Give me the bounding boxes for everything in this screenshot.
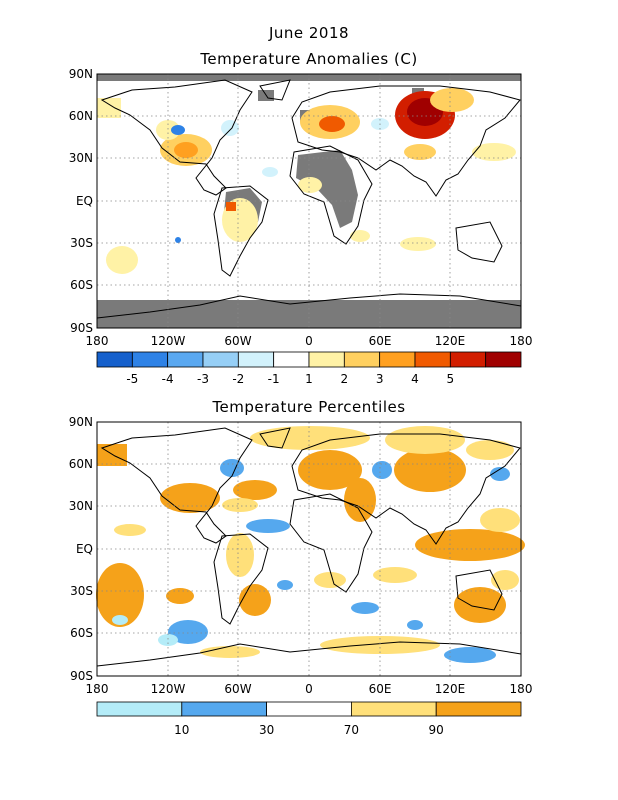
percentile-map-border	[96, 421, 522, 677]
colorbar-label: 2	[341, 372, 349, 386]
lat-tick-label: 60N	[69, 109, 93, 123]
anomaly-map-border	[96, 73, 522, 329]
colorbar-swatch	[202, 351, 239, 368]
lon-tick-label: 0	[305, 334, 313, 348]
anomaly-coastlines	[96, 79, 522, 319]
colorbar-label: 30	[259, 723, 274, 737]
colorbar-swatch	[414, 351, 451, 368]
colorbar-label: 4	[411, 372, 419, 386]
colorbar-label: -3	[197, 372, 209, 386]
lat-tick-label: 90N	[69, 415, 93, 429]
lon-tick-label: 180	[510, 334, 533, 348]
lat-tick-label: 60N	[69, 457, 93, 471]
lon-tick-label: 180	[86, 682, 109, 696]
lat-tick-label: EQ	[76, 194, 93, 208]
colorbar-label: 90	[429, 723, 444, 737]
percentile-coastlines	[96, 427, 522, 667]
percentile-warm-areas	[96, 426, 525, 658]
colorbar-swatch	[350, 701, 437, 717]
lat-tick-label: 90S	[70, 669, 93, 683]
percentile-cool-areas	[112, 459, 510, 663]
colorbar-swatch	[343, 351, 381, 368]
lon-tick-label: 120W	[151, 334, 186, 348]
lon-tick-label: 180	[510, 682, 533, 696]
percentile-lon-axis: 180 120W 60W 0 60E 120E 180	[86, 682, 533, 696]
colorbar-swatch	[266, 701, 352, 717]
colorbar-swatch	[379, 351, 416, 368]
lon-tick-label: 120E	[435, 682, 466, 696]
colorbar-label: 5	[447, 372, 455, 386]
lon-tick-label: 180	[86, 334, 109, 348]
colorbar-label: 10	[174, 723, 189, 737]
lat-tick-label: 30S	[70, 236, 93, 250]
colorbar-swatch	[435, 701, 522, 717]
colorbar-swatch	[273, 351, 310, 368]
percentile-lat-axis: 90N 60N 30N EQ 30S 60S 90S	[69, 415, 93, 683]
colorbar-label: -5	[126, 372, 138, 386]
lon-tick-label: 0	[305, 682, 313, 696]
anomaly-map-title: Temperature Anomalies (C)	[199, 50, 417, 68]
colorbar-label: -4	[162, 372, 174, 386]
lat-tick-label: 60S	[70, 626, 93, 640]
colorbar-swatch	[96, 351, 133, 368]
anomaly-map: 90N 60N 30N EQ 30S 60S 90S 180 120W 60W …	[69, 67, 533, 348]
colorbar-swatch	[96, 701, 183, 717]
colorbar-label: -1	[268, 372, 280, 386]
percentile-gridlines	[97, 422, 521, 676]
colorbar-swatch	[308, 351, 345, 368]
colorbar-swatch	[237, 351, 275, 368]
lat-tick-label: 30N	[69, 499, 93, 513]
lat-tick-label: 60S	[70, 278, 93, 292]
anomaly-warm-areas	[97, 88, 516, 274]
lat-tick-label: 90S	[70, 321, 93, 335]
lat-tick-label: 30S	[70, 584, 93, 598]
lon-tick-label: 120W	[151, 682, 186, 696]
colorbar-label: 3	[376, 372, 384, 386]
lat-tick-label: 30N	[69, 151, 93, 165]
lat-tick-label: 90N	[69, 67, 93, 81]
anomaly-gridlines	[97, 74, 521, 328]
lon-tick-label: 60W	[224, 682, 251, 696]
colorbar-label: 70	[344, 723, 359, 737]
colorbar-swatch	[167, 351, 204, 368]
percentile-map: 90N 60N 30N EQ 30S 60S 90S 180 120W 60W …	[69, 415, 533, 696]
colorbar-label: -2	[232, 372, 244, 386]
anomaly-lat-axis: 90N 60N 30N EQ 30S 60S 90S	[69, 67, 93, 335]
colorbar-swatch	[131, 351, 169, 368]
anomaly-colorbar: -5 -4 -3 -2 -1 1 2 3 4 5	[96, 351, 522, 386]
lon-tick-label: 60W	[224, 334, 251, 348]
lat-tick-label: EQ	[76, 542, 93, 556]
colorbar-swatch	[181, 701, 268, 717]
lon-tick-label: 60E	[369, 334, 392, 348]
percentile-colorbar: 10 30 70 90	[96, 701, 522, 737]
figure-title: June 2018	[268, 24, 349, 42]
colorbar-label: 1	[305, 372, 313, 386]
lon-tick-label: 120E	[435, 334, 466, 348]
anomaly-lon-axis: 180 120W 60W 0 60E 120E 180	[86, 334, 533, 348]
colorbar-swatch	[449, 351, 487, 368]
colorbar-swatch	[485, 351, 522, 368]
percentile-map-title: Temperature Percentiles	[211, 398, 405, 416]
lon-tick-label: 60E	[369, 682, 392, 696]
